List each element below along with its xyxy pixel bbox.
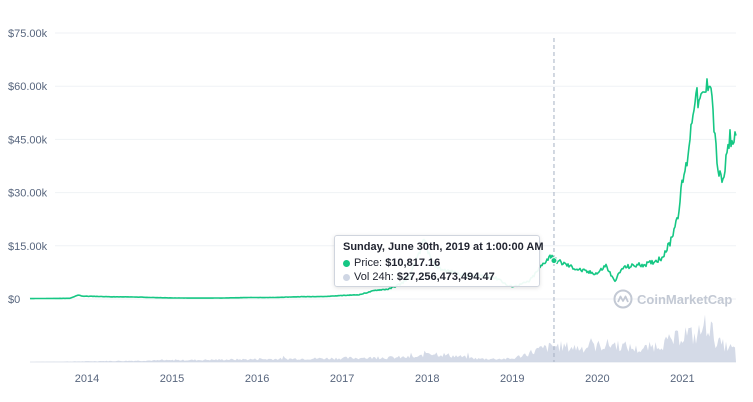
tooltip-volume-value: $27,256,473,494.47	[396, 271, 495, 283]
tooltip-volume-label: Vol 24h:	[354, 271, 394, 283]
x-tick-label-3: 2017	[330, 373, 354, 385]
y-tick-label-4: $60.00k	[8, 81, 48, 93]
y-axis-ticks: $0 $15.00k $30.00k $45.00k $60.00k $75.00k	[8, 28, 48, 306]
x-tick-label-2: 2016	[245, 373, 269, 385]
grid-lines	[30, 32, 736, 363]
price-line	[29, 78, 737, 300]
crosshair-group	[550, 38, 558, 362]
tooltip-price-row: Price: $10,817.16	[343, 256, 531, 270]
y-tick-label-2: $30.00k	[8, 188, 48, 200]
x-tick-label-6: 2020	[585, 373, 609, 385]
price-dot-icon	[343, 259, 350, 267]
tooltip-price-label: Price:	[354, 257, 383, 269]
x-tick-label-1: 2015	[160, 373, 184, 385]
y-tick-label-3: $45.00k	[8, 134, 48, 146]
volume-dot-icon	[343, 273, 350, 281]
tooltip-date: Sunday, June 30th, 2019 at 1:00:00 AM	[343, 241, 544, 253]
x-tick-label-5: 2019	[500, 373, 524, 385]
volume-area	[30, 314, 736, 362]
y-tick-label-0: $0	[8, 294, 20, 306]
price-line-group	[29, 78, 737, 300]
highlight-point	[550, 257, 558, 265]
x-tick-label-0: 2014	[75, 373, 99, 385]
volume-area-group	[30, 314, 736, 362]
coinmarketcap-watermark: CoinMarketCap	[613, 289, 732, 309]
x-tick-label-7: 2021	[670, 373, 694, 385]
tooltip-price-value: $10,817.16	[385, 257, 441, 269]
x-tick-label-4: 2018	[415, 373, 439, 385]
y-tick-label-1: $15.00k	[8, 241, 48, 253]
tooltip-volume-row: Vol 24h: $27,256,473,494.47	[343, 270, 531, 284]
coinmarketcap-logo-icon	[613, 289, 633, 309]
x-axis-ticks: 2014 2015 2016 2017 2018 2019 2020 2021	[75, 373, 695, 385]
price-tooltip: Sunday, June 30th, 2019 at 1:00:00 AM Pr…	[334, 235, 544, 287]
watermark-text: CoinMarketCap	[637, 291, 733, 307]
y-tick-label-5: $75.00k	[8, 28, 48, 40]
